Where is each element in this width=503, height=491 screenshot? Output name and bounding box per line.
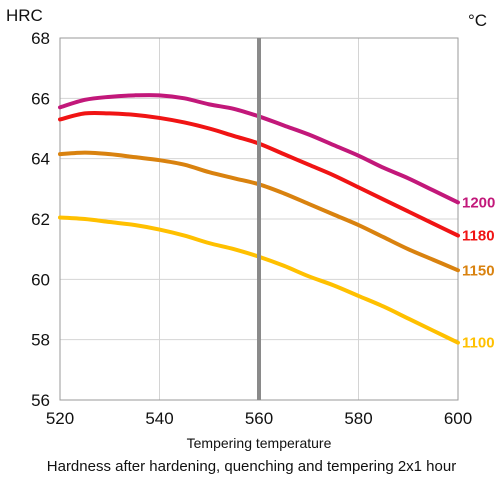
- x-tick-label: 540: [145, 409, 173, 428]
- x-tick-labels: 520 540 560 580 600: [46, 409, 472, 428]
- series-label-1180: 1180: [462, 228, 495, 245]
- series-label-1100: 1100: [462, 335, 495, 352]
- y-tick-label: 56: [31, 391, 50, 410]
- chart-caption: Hardness after hardening, quenching and …: [46, 458, 457, 475]
- series-label-1150: 1150: [462, 262, 495, 279]
- y-tick-label: 62: [31, 210, 50, 229]
- x-axis-label: Tempering temperature: [187, 435, 332, 451]
- y-tick-label: 58: [31, 331, 50, 350]
- series-labels: 1200 1180 1150 1100: [462, 194, 495, 351]
- x-axis-unit-label: °C: [468, 11, 487, 30]
- x-tick-label: 600: [444, 409, 472, 428]
- x-tick-label: 580: [344, 409, 372, 428]
- y-tick-labels: 56 58 60 62 64 66 68: [31, 29, 50, 410]
- y-tick-label: 60: [31, 270, 50, 289]
- x-tick-label: 560: [245, 409, 273, 428]
- x-tick-label: 520: [46, 409, 74, 428]
- series-label-1200: 1200: [462, 194, 495, 211]
- y-tick-label: 64: [31, 150, 50, 169]
- y-tick-label: 68: [31, 29, 50, 48]
- y-axis-label: HRC: [6, 6, 43, 25]
- y-tick-label: 66: [31, 89, 50, 108]
